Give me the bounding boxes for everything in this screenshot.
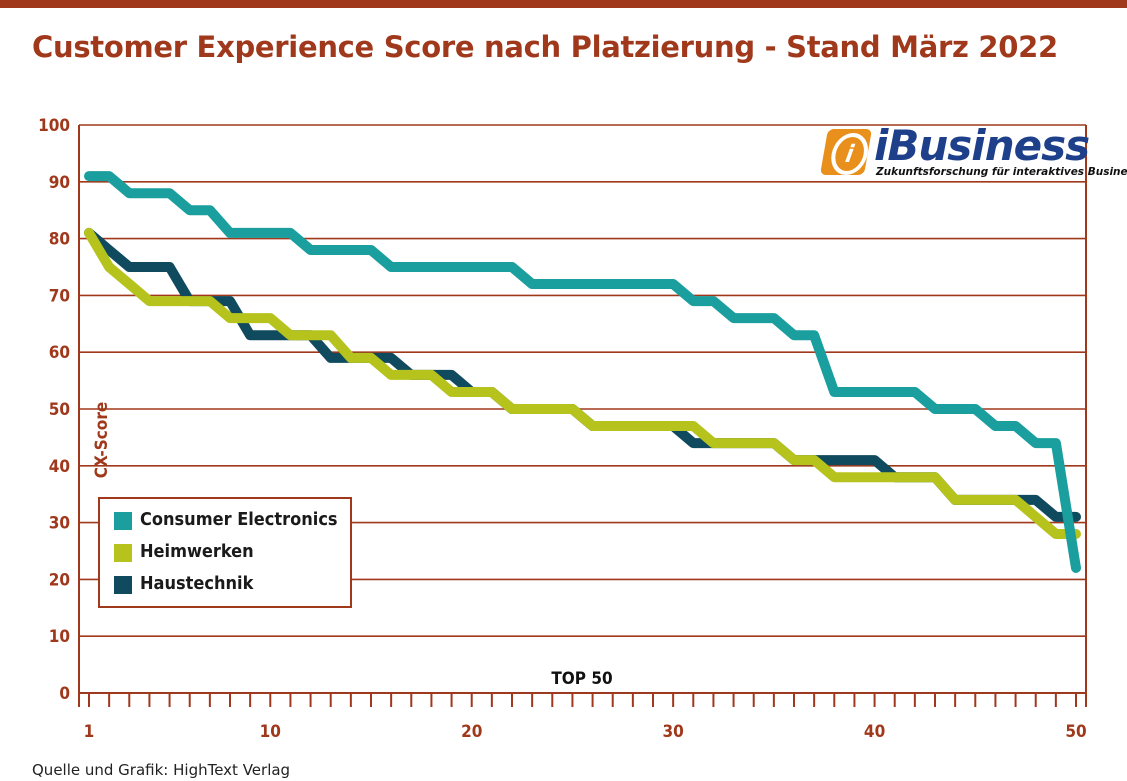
x-tick-label: 30	[662, 722, 683, 742]
series-line-heimwerken	[84, 227, 1081, 539]
x-tick-label: 20	[461, 722, 482, 742]
y-tick-label: 30	[49, 514, 70, 534]
x-tick-label: 10	[260, 722, 281, 742]
top-accent-bar	[0, 0, 1127, 8]
y-tick-label: 80	[49, 230, 70, 250]
y-tick-label: 60	[49, 343, 70, 363]
chart-title: Customer Experience Score nach Platzieru…	[32, 30, 1058, 64]
y-tick-label: 90	[49, 173, 70, 193]
chart-legend: Consumer Electronics Heimwerken Haustech…	[98, 497, 352, 608]
legend-label: Consumer Electronics	[140, 509, 338, 530]
x-tick-label: 50	[1065, 722, 1086, 742]
series-line-consumer-electronics	[84, 171, 1081, 573]
y-tick-label: 100	[38, 116, 70, 136]
y-tick-label: 10	[49, 627, 70, 647]
ibusiness-logo-mark: i	[819, 129, 873, 175]
legend-swatch-heimwerken	[114, 544, 132, 562]
y-tick-label: 50	[49, 400, 70, 420]
legend-label: Heimwerken	[140, 541, 254, 562]
ibusiness-wordmark: iBusiness	[874, 121, 1090, 170]
y-tick-label: 70	[49, 286, 70, 306]
legend-label: Haustechnik	[140, 573, 254, 594]
ibusiness-logo: i iBusiness Zukunftsforschung für intera…	[819, 121, 1127, 180]
y-tick-label: 40	[49, 457, 70, 477]
legend-swatch-consumer-electronics	[114, 512, 132, 530]
x-axis-label: TOP 50	[551, 669, 612, 689]
y-tick-label: 0	[59, 684, 70, 704]
y-tick-label: 20	[49, 570, 70, 590]
legend-swatch-haustechnik	[114, 576, 132, 594]
y-axis-label: CX-Score	[92, 402, 112, 479]
ibusiness-tagline: Zukunftsforschung für interaktives Busin…	[876, 166, 1127, 178]
source-note: Quelle und Grafik: HighText Verlag	[32, 761, 291, 779]
x-tick-label: 40	[864, 722, 885, 742]
x-tick-label: 1	[84, 722, 95, 742]
